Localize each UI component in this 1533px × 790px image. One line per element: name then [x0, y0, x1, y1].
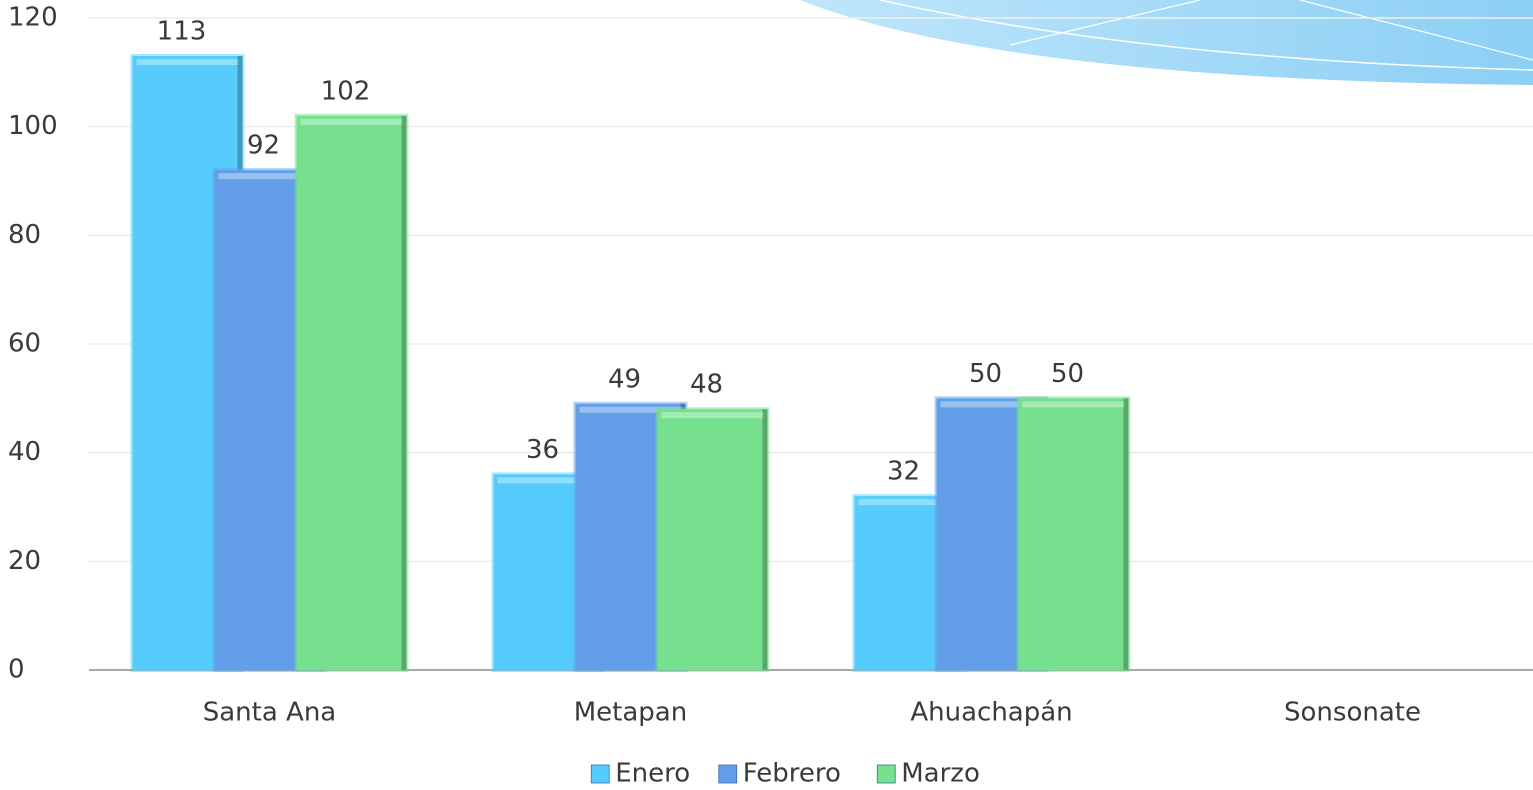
data-label: 32 — [887, 457, 920, 487]
bar-group — [1019, 398, 1129, 670]
bar-group — [658, 409, 768, 670]
plot-area: 0 20 40 60 80 100 120 Santa Ana 113 92 102 Metapan 3… — [8, 3, 1533, 789]
y-tick-label: 40 — [8, 437, 41, 467]
y-tick-label: 100 — [8, 111, 58, 141]
y-tick-label: 20 — [8, 546, 41, 576]
x-tick-label: Sonsonate — [1284, 698, 1421, 728]
bar-group — [297, 116, 407, 670]
bar-highlight — [1023, 401, 1125, 407]
legend-label: Enero — [615, 759, 690, 789]
bar — [1019, 398, 1129, 670]
data-label: 36 — [526, 435, 559, 465]
data-label: 102 — [321, 76, 371, 106]
y-tick-label: 60 — [8, 329, 41, 359]
bar-shade — [763, 409, 768, 670]
y-tick-label: 120 — [8, 3, 58, 33]
x-tick-label: Santa Ana — [203, 698, 337, 728]
legend-label: Marzo — [901, 759, 980, 789]
data-label: 50 — [969, 359, 1002, 389]
legend-swatch — [877, 765, 895, 783]
bar — [658, 409, 768, 670]
bar-shade — [402, 116, 407, 670]
y-tick-label: 80 — [8, 220, 41, 250]
data-label: 113 — [157, 17, 207, 47]
bar-highlight — [662, 412, 764, 418]
bar-highlight — [137, 59, 239, 65]
bar-shade — [1124, 398, 1129, 670]
legend-label: Febrero — [743, 759, 841, 789]
x-tick-label: Ahuachapán — [910, 698, 1072, 728]
bar — [297, 116, 407, 670]
data-label: 49 — [608, 364, 641, 394]
x-tick-label: Metapan — [574, 698, 687, 728]
chart: 0 20 40 60 80 100 120 Santa Ana 113 92 102 Metapan 3… — [0, 0, 1533, 790]
data-label: 48 — [690, 370, 723, 400]
legend-swatch — [719, 765, 737, 783]
decoration — [800, 0, 1533, 85]
legend-swatch — [591, 765, 609, 783]
y-tick-label: 0 — [8, 655, 25, 685]
data-label: 50 — [1051, 359, 1084, 389]
data-label: 92 — [247, 131, 280, 161]
bar-highlight — [301, 119, 403, 125]
